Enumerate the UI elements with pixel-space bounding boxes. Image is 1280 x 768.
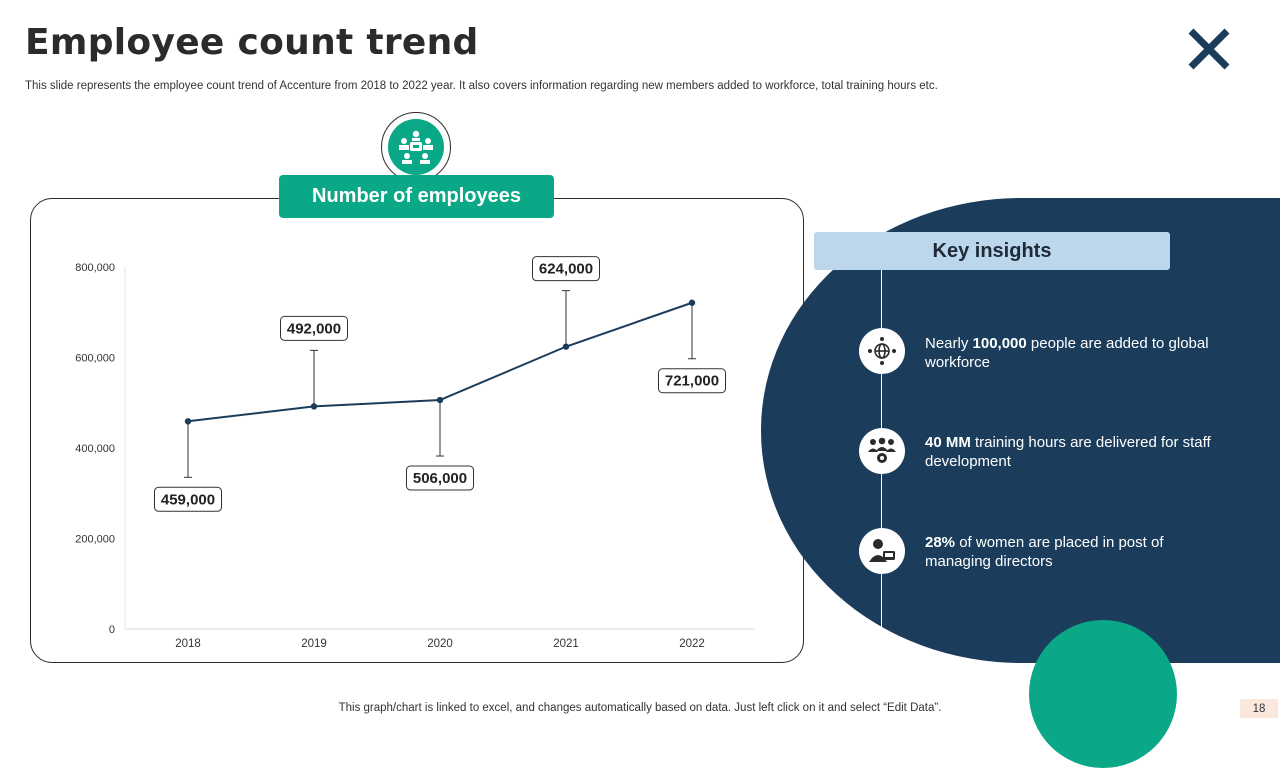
page-subtitle: This slide represents the employee count… bbox=[25, 80, 938, 92]
people-group-icon bbox=[388, 119, 444, 175]
chart-panel bbox=[30, 198, 804, 663]
team-training-icon bbox=[859, 428, 905, 474]
page-number: 18 bbox=[1240, 699, 1278, 718]
insights-header: Key insights bbox=[814, 232, 1170, 270]
insight-text-1: Nearly 100,000 people are added to globa… bbox=[925, 335, 1209, 371]
insight-text-2: 40 MM training hours are delivered for s… bbox=[925, 434, 1211, 470]
globe-network-icon bbox=[859, 328, 905, 374]
page-title: Employee count trend bbox=[25, 22, 479, 63]
close-icon[interactable] bbox=[1188, 28, 1230, 70]
footer-note: This graph/chart is linked to excel, and… bbox=[338, 702, 942, 714]
insights-background bbox=[761, 198, 1280, 663]
chart-header-badge: Number of employees bbox=[279, 175, 554, 218]
insight-text-3: 28% of women are placed in post of manag… bbox=[925, 534, 1164, 570]
people-group-icon-ring bbox=[381, 112, 451, 182]
woman-director-icon bbox=[859, 528, 905, 574]
decorative-green-circle bbox=[1029, 620, 1177, 768]
